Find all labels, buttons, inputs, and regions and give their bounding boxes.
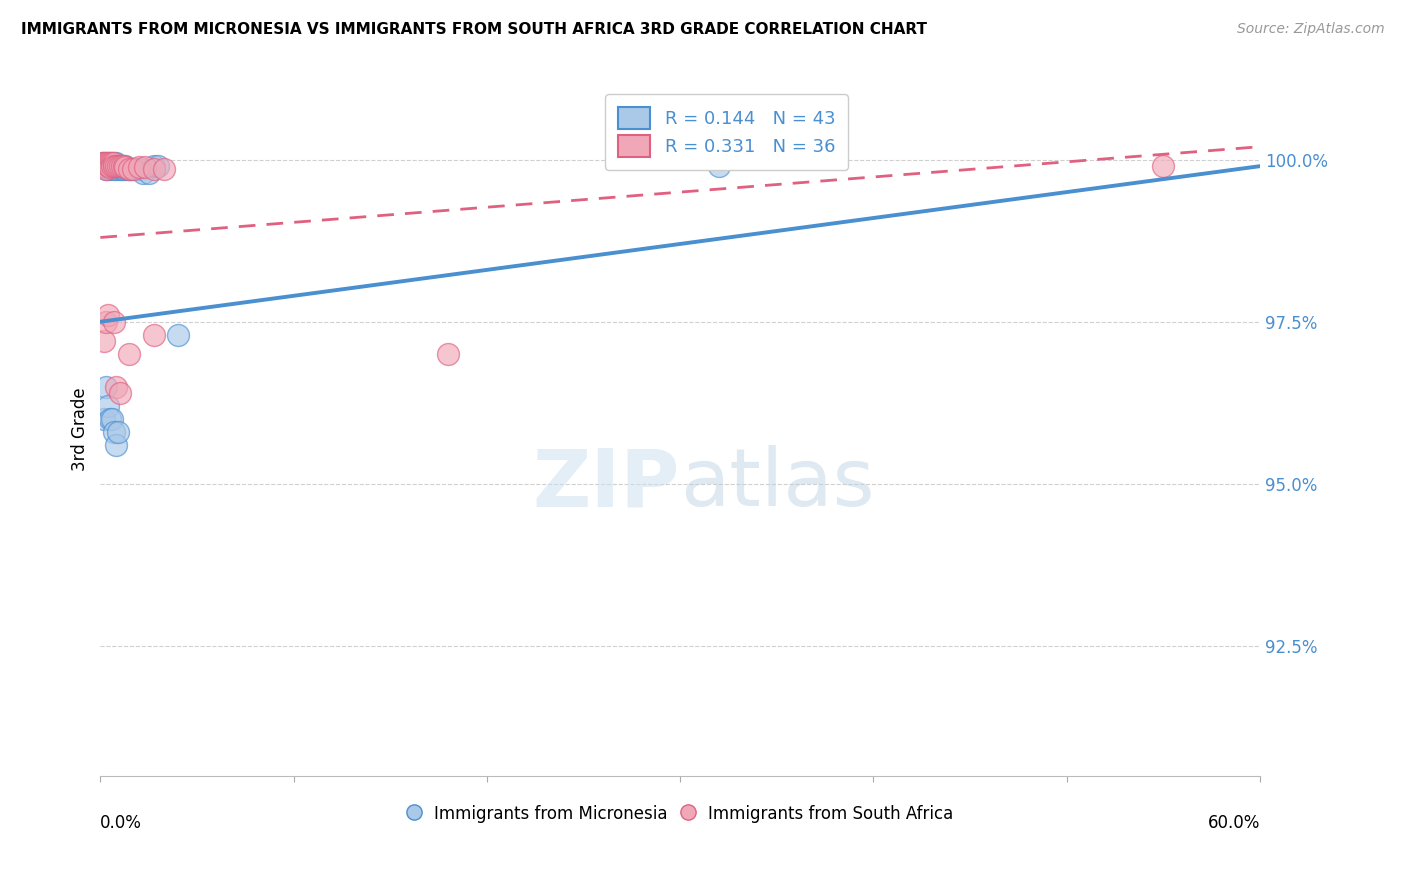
Point <box>148 159 170 173</box>
Text: atlas: atlas <box>681 445 875 524</box>
Point <box>91 159 114 173</box>
Point <box>101 156 124 170</box>
Point <box>120 162 142 177</box>
Point <box>103 159 125 173</box>
Point <box>97 156 120 170</box>
Point <box>98 162 121 177</box>
Text: 60.0%: 60.0% <box>1208 814 1260 832</box>
Point <box>1152 159 1174 173</box>
Point <box>98 412 121 426</box>
Point <box>103 156 125 170</box>
Point <box>97 156 120 170</box>
Point <box>94 156 117 170</box>
Point <box>707 159 730 173</box>
Point <box>94 162 117 177</box>
Point <box>114 161 136 175</box>
Point <box>124 162 146 177</box>
Point <box>93 159 115 173</box>
Point <box>143 327 166 342</box>
Point <box>103 162 125 177</box>
Point <box>101 156 124 170</box>
Point <box>101 159 124 173</box>
Point <box>107 159 129 173</box>
Point <box>97 399 120 413</box>
Point <box>91 156 114 170</box>
Point <box>110 162 132 177</box>
Point <box>93 156 115 170</box>
Point <box>98 156 121 170</box>
Text: ZIP: ZIP <box>533 445 681 524</box>
Point <box>128 162 150 177</box>
Point <box>93 334 115 349</box>
Point <box>104 379 127 393</box>
Point <box>118 347 141 361</box>
Point <box>101 412 124 426</box>
Point <box>118 162 141 177</box>
Point <box>437 347 460 361</box>
Point <box>138 166 160 180</box>
Point <box>94 379 117 393</box>
Text: Source: ZipAtlas.com: Source: ZipAtlas.com <box>1237 22 1385 37</box>
Point <box>104 156 127 170</box>
Point <box>97 159 120 173</box>
Point <box>93 412 115 426</box>
Point <box>91 156 114 170</box>
Point <box>104 162 127 177</box>
Point <box>153 162 176 177</box>
Point <box>117 162 139 177</box>
Point <box>94 162 117 177</box>
Point <box>110 159 132 173</box>
Point <box>118 162 141 177</box>
Point <box>103 156 125 170</box>
Point <box>134 161 156 175</box>
Point <box>93 156 115 170</box>
Text: 0.0%: 0.0% <box>100 814 142 832</box>
Point <box>103 315 125 329</box>
Point <box>104 438 127 452</box>
Point <box>114 159 136 173</box>
Point <box>128 161 150 175</box>
Point <box>112 162 135 177</box>
Point <box>112 159 135 173</box>
Point <box>98 159 121 173</box>
Point <box>103 425 125 439</box>
Point <box>166 327 188 342</box>
Point <box>143 162 166 177</box>
Point <box>94 159 117 173</box>
Point <box>122 162 145 177</box>
Point <box>98 161 121 175</box>
Point <box>94 156 117 170</box>
Point <box>101 159 124 173</box>
Point <box>108 159 131 173</box>
Point <box>98 156 121 170</box>
Legend: Immigrants from Micronesia, Immigrants from South Africa: Immigrants from Micronesia, Immigrants f… <box>408 805 953 822</box>
Text: IMMIGRANTS FROM MICRONESIA VS IMMIGRANTS FROM SOUTH AFRICA 3RD GRADE CORRELATION: IMMIGRANTS FROM MICRONESIA VS IMMIGRANTS… <box>21 22 927 37</box>
Point <box>108 159 131 173</box>
Point <box>108 162 131 177</box>
Y-axis label: 3rd Grade: 3rd Grade <box>72 387 89 470</box>
Point <box>104 159 127 173</box>
Point <box>108 386 131 401</box>
Point <box>94 315 117 329</box>
Point <box>107 425 129 439</box>
Point <box>132 166 155 180</box>
Point <box>143 159 166 173</box>
Point <box>97 162 120 177</box>
Point <box>93 159 115 173</box>
Point <box>107 159 129 173</box>
Point <box>97 308 120 322</box>
Point <box>97 159 120 173</box>
